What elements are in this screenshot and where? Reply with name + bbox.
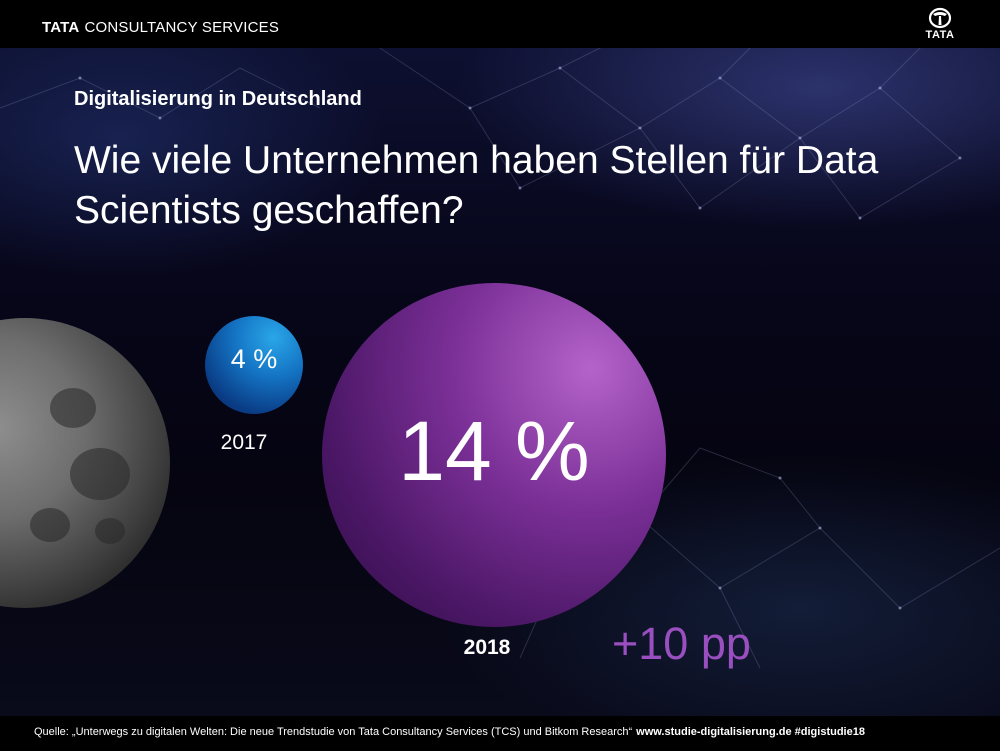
logo-wordmark: TATA bbox=[925, 29, 955, 41]
brand-name-bold: TATA bbox=[42, 19, 80, 36]
source-url: www.studie-digitalisierung.de #digistudi… bbox=[636, 726, 865, 738]
value-label-2017: 4 % bbox=[230, 344, 278, 374]
tata-logo-mark-icon bbox=[928, 7, 952, 29]
source-text: Quelle: „Unterwegs zu digitalen Welten: … bbox=[34, 726, 633, 738]
chart-title: Wie viele Unternehmen haben Stellen für … bbox=[74, 139, 879, 232]
change-annotation: +10 pp bbox=[612, 618, 751, 669]
bubble-2018 bbox=[322, 283, 666, 627]
network-lines-decoration bbox=[0, 48, 1000, 669]
source-note: Quelle: „Unterwegs zu digitalen Welten: … bbox=[34, 726, 865, 738]
footer-bar: Quelle: „Unterwegs zu digitalen Welten: … bbox=[0, 716, 1000, 751]
brand-name-rest: CONSULTANCY SERVICES bbox=[84, 19, 280, 36]
bubble-2017 bbox=[205, 316, 303, 414]
header-bar: TATA CONSULTANCY SERVICES TATA bbox=[0, 0, 1000, 48]
subtitle: Digitalisierung in Deutschland bbox=[74, 88, 362, 110]
brand-name: TATA CONSULTANCY SERVICES bbox=[42, 19, 279, 36]
category-label-2017: 2017 bbox=[220, 431, 268, 454]
tata-logo-icon: TATA bbox=[918, 7, 962, 43]
category-label-2018: 2018 bbox=[463, 636, 511, 659]
value-label-2018: 14 % bbox=[398, 404, 590, 498]
